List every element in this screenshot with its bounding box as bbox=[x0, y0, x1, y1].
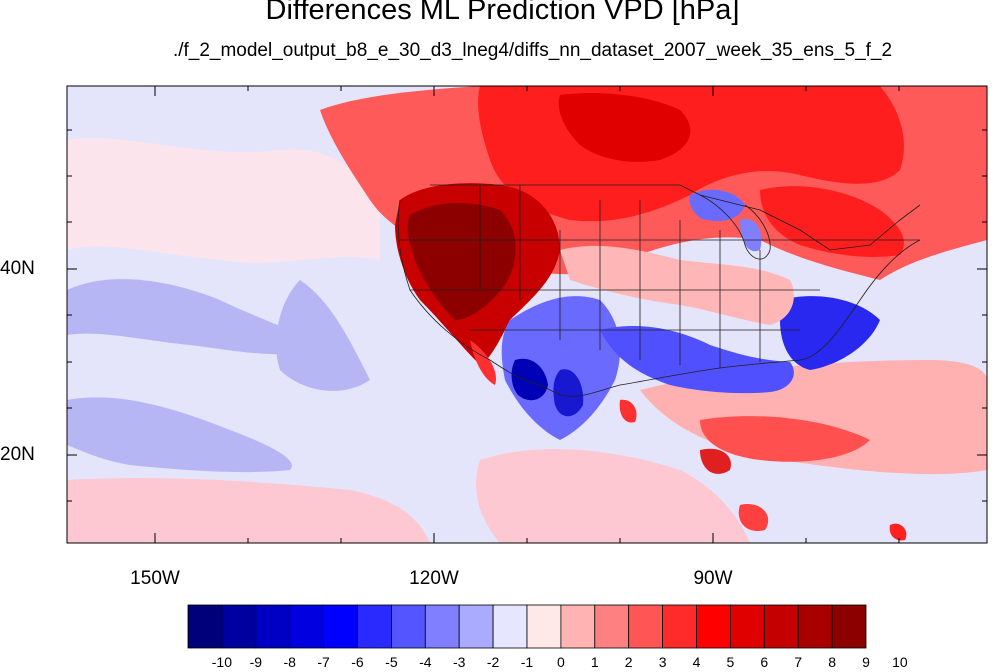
map-subtitle: ./f_2_model_output_b8_e_30_d3_lneg4/diff… bbox=[172, 40, 893, 61]
colorbar-swatch bbox=[526, 604, 562, 649]
boundaries bbox=[397, 184, 921, 397]
colorbar-label: -3 bbox=[452, 654, 466, 670]
vpd-field bbox=[67, 86, 987, 543]
colorbar-label: 6 bbox=[760, 654, 769, 670]
colorbar-swatch bbox=[424, 604, 460, 649]
colorbar-swatch bbox=[492, 604, 528, 649]
colorbar-swatch bbox=[390, 604, 426, 649]
colorbar-swatch bbox=[255, 604, 291, 649]
colorbar-label: 7 bbox=[794, 654, 803, 670]
colorbar-swatch bbox=[797, 604, 833, 649]
colorbar-swatch bbox=[357, 604, 392, 649]
colorbar-label: -5 bbox=[385, 654, 398, 670]
colorbar-swatch bbox=[560, 604, 596, 649]
colorbar-swatch bbox=[730, 604, 765, 649]
colorbar-label: -8 bbox=[283, 654, 296, 670]
colorbar-swatch bbox=[221, 604, 257, 649]
colorbar-label: 9 bbox=[862, 654, 870, 670]
colorbar-swatch bbox=[628, 604, 664, 649]
colorbar-swatch bbox=[662, 604, 697, 649]
colorbar-label: -7 bbox=[317, 654, 330, 670]
colorbar-label: -6 bbox=[351, 654, 364, 670]
colorbar-swatch bbox=[763, 604, 799, 649]
colorbar-label: 0 bbox=[556, 654, 565, 670]
lon-label-120w: 120W bbox=[409, 568, 459, 589]
colorbar-label: 1 bbox=[590, 654, 599, 670]
colorbar-swatch bbox=[831, 604, 867, 649]
colorbar-label: -9 bbox=[249, 654, 263, 670]
lon-label-90w: 90W bbox=[693, 568, 733, 589]
colorbar bbox=[187, 604, 867, 649]
colorbar-label: -2 bbox=[486, 654, 500, 670]
colorbar-label: 4 bbox=[692, 654, 701, 670]
colorbar-label: 2 bbox=[624, 654, 633, 670]
map-title: Differences ML Prediction VPD [hPa] bbox=[265, 0, 740, 26]
colorbar-label: 10 bbox=[892, 654, 908, 670]
lat-label-40n: 40N bbox=[0, 258, 35, 279]
lon-label-150w: 150W bbox=[130, 568, 180, 589]
lat-label-20n: 20N bbox=[0, 444, 35, 465]
colorbar-swatch bbox=[289, 604, 325, 649]
colorbar-label: -10 bbox=[211, 654, 233, 670]
colorbar-label: 5 bbox=[726, 654, 735, 670]
colorbar-label: 3 bbox=[658, 654, 667, 670]
colorbar-swatch bbox=[323, 604, 358, 649]
colorbar-label: 8 bbox=[828, 654, 836, 670]
colorbar-swatch bbox=[187, 604, 223, 649]
axis-ticks bbox=[67, 86, 987, 543]
colorbar-swatch bbox=[594, 604, 630, 649]
colorbar-swatch bbox=[696, 604, 731, 649]
colorbar-swatch bbox=[458, 604, 494, 649]
colorbar-label: -4 bbox=[419, 654, 432, 670]
colorbar-label: -1 bbox=[520, 654, 534, 670]
